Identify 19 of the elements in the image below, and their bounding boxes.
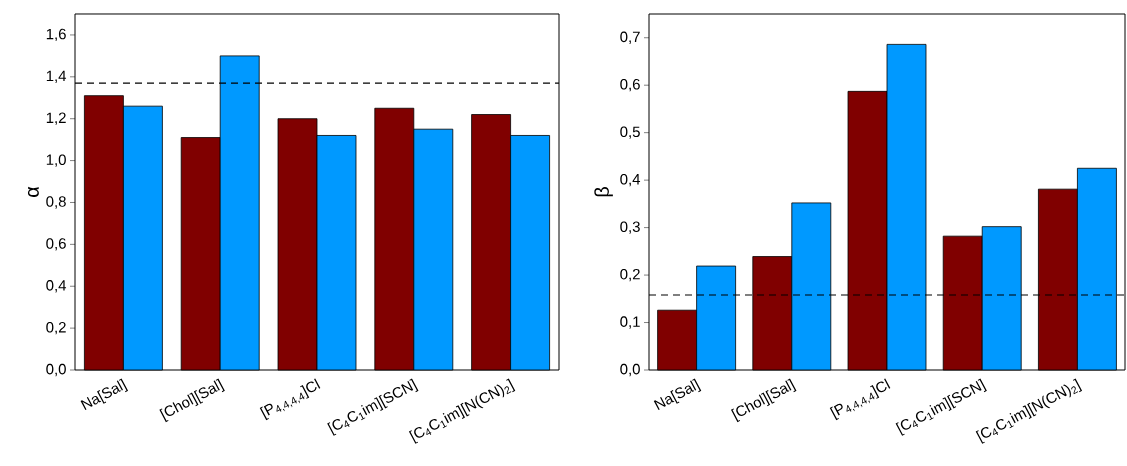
y-tick-label: 0,4 xyxy=(46,280,67,293)
y-tick-label: 1,0 xyxy=(46,154,66,167)
y-tick-label: 0,0 xyxy=(620,363,640,377)
y-tick-label: 0,7 xyxy=(620,31,640,44)
y-tick-label: 0,5 xyxy=(620,126,640,139)
y-tick-label: 0,8 xyxy=(46,196,66,209)
y-tick-label: 1,6 xyxy=(46,28,66,42)
y-tick-label: 1,2 xyxy=(46,112,66,125)
y-tick-label: 0,0 xyxy=(46,363,66,377)
y-tick-label: 0,4 xyxy=(620,173,641,187)
y-axis-title: α xyxy=(27,186,39,197)
y-tick-label: 0,6 xyxy=(46,238,66,251)
y-tick-label: 0,6 xyxy=(620,79,640,92)
y-axis-title: β xyxy=(594,187,613,197)
y-tick-label: 0,1 xyxy=(620,316,640,329)
y-tick-label: 0,2 xyxy=(46,321,66,335)
y-tick-label: 1,4 xyxy=(46,70,67,83)
y-tick-label: 0,2 xyxy=(620,268,640,282)
y-tick-label: 0,3 xyxy=(620,221,640,234)
